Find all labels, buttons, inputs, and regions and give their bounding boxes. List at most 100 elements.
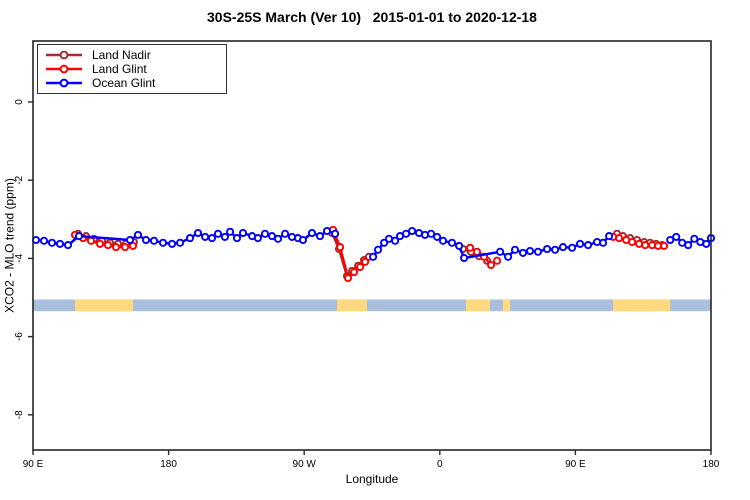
series-marker-ocean-glint [690, 234, 699, 243]
x-tick-label: 180 [703, 459, 720, 470]
series-marker-ocean-glint [551, 245, 560, 254]
series-marker-ocean-glint [369, 252, 378, 261]
series-marker-ocean-glint [576, 239, 585, 248]
series-marker-ocean-glint [599, 238, 608, 247]
legend-entry-land-nadir: Land Nadir [44, 48, 226, 62]
series-marker-ocean-glint [133, 230, 143, 239]
series-marker-ocean-glint [63, 241, 73, 250]
series-marker-land-glint [466, 243, 475, 252]
series-marker-land-glint [128, 241, 138, 250]
series-marker-ocean-glint [232, 234, 242, 243]
series-marker-ocean-glint [298, 235, 308, 245]
legend-entry-ocean-glint: Ocean Glint [44, 76, 226, 90]
series-marker-land-glint [86, 236, 96, 245]
x-tick-label: 90 E [565, 459, 586, 470]
series-marker-ocean-glint [584, 241, 593, 250]
series-marker-ocean-glint [307, 228, 317, 238]
series-marker-ocean-glint [672, 232, 681, 241]
surface-band-land [613, 299, 671, 312]
series-marker-ocean-glint [380, 238, 389, 247]
series-marker-ocean-glint [322, 226, 332, 236]
series-marker-ocean-glint [201, 232, 210, 241]
chart-title: 30S-25S March (Ver 10) 2015-01-01 to 202… [207, 9, 537, 25]
surface-band-land [75, 299, 134, 312]
series-marker-ocean-glint [185, 234, 195, 243]
series-marker-ocean-glint [447, 238, 457, 247]
legend-label: Ocean Glint [92, 76, 156, 90]
series-marker-ocean-glint [176, 238, 185, 247]
series-marker-land-glint [486, 260, 496, 270]
x-tick-label: 90 W [293, 459, 317, 470]
series-marker-ocean-glint [510, 245, 520, 254]
surface-band-land [466, 299, 490, 312]
y-tick-label: -2 [14, 175, 25, 184]
series-marker-ocean-glint [533, 247, 543, 256]
y-tick-label: -8 [14, 410, 25, 419]
series-marker-land-glint [628, 237, 637, 247]
series-marker-ocean-glint [702, 239, 711, 248]
series-marker-land-glint [350, 268, 359, 277]
surface-band-ocean [33, 299, 711, 312]
series-marker-land-glint [95, 239, 105, 248]
series-marker-ocean-glint [149, 236, 159, 245]
series-marker-ocean-glint [331, 229, 340, 238]
series-marker-ocean-glint [408, 226, 417, 236]
legend-label: Land Glint [92, 62, 147, 76]
series-marker-ocean-glint [605, 232, 614, 241]
series-marker-ocean-glint [543, 244, 552, 254]
series-marker-ocean-glint [74, 232, 84, 241]
series-marker-ocean-glint [558, 243, 568, 252]
series-marker-ocean-glint [193, 228, 203, 238]
legend-swatch-ocean-glint [46, 78, 82, 88]
series-marker-ocean-glint [260, 229, 270, 238]
plot-border [32, 40, 712, 451]
series-marker-ocean-glint [420, 230, 430, 239]
series-marker-land-glint [356, 262, 365, 272]
series-marker-ocean-glint [207, 234, 217, 243]
series-marker-ocean-glint [281, 229, 290, 238]
series-marker-ocean-glint [168, 239, 177, 248]
series-marker-ocean-glint [55, 239, 65, 248]
series-marker-land-glint [472, 247, 482, 256]
series-marker-ocean-glint [315, 232, 325, 241]
series-marker-ocean-glint [213, 229, 223, 238]
series-marker-ocean-glint [158, 238, 168, 247]
series-marker-land-glint [343, 273, 353, 283]
series-marker-ocean-glint [226, 227, 235, 236]
series-marker-ocean-glint [253, 234, 262, 243]
series-marker-ocean-glint [391, 236, 400, 245]
series-marker-ocean-glint [427, 229, 436, 238]
series-marker-ocean-glint [47, 238, 57, 247]
series-marker-ocean-glint [125, 235, 135, 245]
surface-band-land [502, 299, 511, 312]
series-marker-land-glint [660, 241, 669, 250]
x-tick-label: 90 E [23, 459, 44, 470]
series-marker-ocean-glint [438, 236, 448, 245]
series-marker-land-glint [641, 241, 650, 250]
legend-swatch-land-glint [46, 64, 82, 74]
series-marker-ocean-glint [39, 236, 49, 245]
series-marker-ocean-glint [684, 241, 693, 250]
series-marker-ocean-glint [455, 241, 464, 250]
series-marker-land-glint [111, 243, 121, 252]
x-tick-label: 0 [437, 459, 443, 470]
series-marker-ocean-glint [433, 232, 442, 241]
legend-swatch-land-nadir [46, 50, 82, 60]
legend: Land Nadir Land Glint Ocean Glint [37, 44, 227, 94]
series-marker-ocean-glint [525, 246, 535, 256]
series-marker-land-glint [361, 257, 370, 266]
series-marker-land-glint [493, 256, 502, 265]
surface-band-land [337, 299, 368, 312]
series-marker-ocean-glint [373, 245, 383, 254]
y-tick-label: -6 [14, 332, 25, 341]
series-marker-ocean-glint [31, 235, 41, 245]
legend-label: Land Nadir [92, 48, 151, 62]
x-tick-label: 180 [160, 459, 177, 470]
series-marker-ocean-glint [518, 248, 528, 257]
series-marker-land-glint [336, 243, 345, 252]
series-marker-ocean-glint [273, 234, 283, 243]
x-axis-title: Longitude [345, 472, 399, 486]
series-marker-land-glint [615, 234, 624, 243]
y-tick-label: 0 [14, 99, 25, 105]
